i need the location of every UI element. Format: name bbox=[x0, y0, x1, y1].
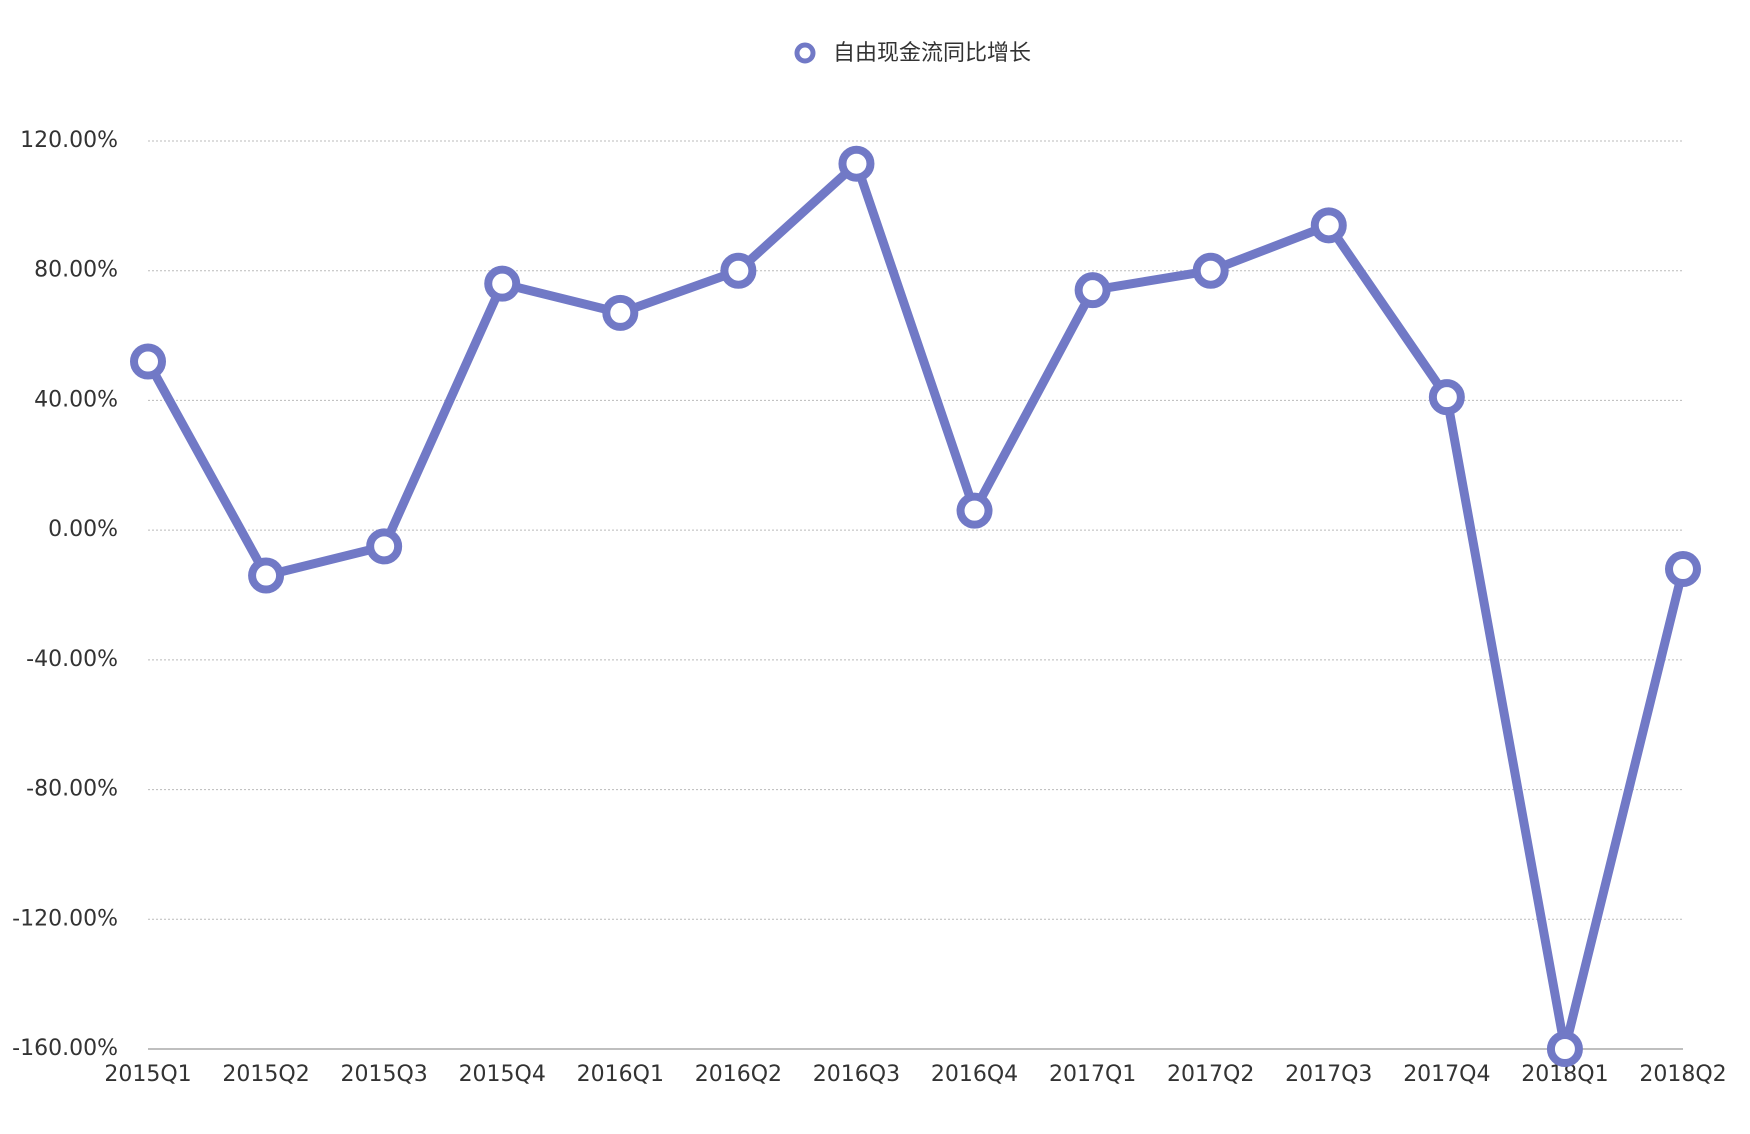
x-tick-label: 2016Q4 bbox=[931, 1062, 1018, 1087]
y-tick-label: -80.00% bbox=[26, 777, 118, 802]
data-point bbox=[720, 252, 757, 289]
x-tick-label: 2016Q3 bbox=[813, 1062, 900, 1087]
legend-marker bbox=[794, 42, 816, 64]
y-tick-label: 80.00% bbox=[34, 258, 118, 283]
data-point bbox=[1546, 1031, 1583, 1067]
y-tick-label: 40.00% bbox=[34, 387, 118, 412]
data-point bbox=[1310, 207, 1347, 244]
x-tick-label: 2015Q3 bbox=[340, 1062, 427, 1087]
x-tick-label: 2017Q1 bbox=[1049, 1062, 1136, 1087]
x-tick-label: 2017Q3 bbox=[1285, 1062, 1372, 1087]
x-tick-label: 2015Q1 bbox=[104, 1062, 191, 1087]
x-tick-label: 2015Q2 bbox=[222, 1062, 309, 1087]
legend-label: 自由现金流同比增长 bbox=[833, 41, 1031, 66]
x-tick-label: 2016Q2 bbox=[695, 1062, 782, 1087]
series-line bbox=[144, 159, 1688, 1054]
data-point bbox=[956, 492, 993, 529]
x-tick-label: 2017Q4 bbox=[1403, 1062, 1490, 1087]
data-point bbox=[838, 145, 875, 182]
y-tick-label: 120.00% bbox=[20, 128, 118, 153]
data-point bbox=[602, 294, 639, 331]
data-point bbox=[248, 557, 285, 594]
x-tick-label: 2015Q4 bbox=[459, 1062, 546, 1087]
data-point bbox=[1192, 252, 1229, 289]
data-point bbox=[1665, 551, 1701, 588]
y-tick-label: -120.00% bbox=[12, 906, 118, 931]
data-point bbox=[484, 265, 521, 302]
x-tick-label: 2018Q2 bbox=[1639, 1062, 1726, 1087]
data-point bbox=[366, 528, 403, 565]
data-point bbox=[130, 343, 166, 380]
x-tick-label: 2017Q2 bbox=[1167, 1062, 1254, 1087]
y-tick-label: -40.00% bbox=[26, 647, 118, 672]
data-point bbox=[1074, 272, 1111, 309]
y-tick-label: -160.00% bbox=[12, 1036, 118, 1061]
y-tick-label: 0.00% bbox=[48, 517, 118, 542]
x-tick-label: 2016Q1 bbox=[577, 1062, 664, 1087]
data-point bbox=[1428, 379, 1465, 416]
